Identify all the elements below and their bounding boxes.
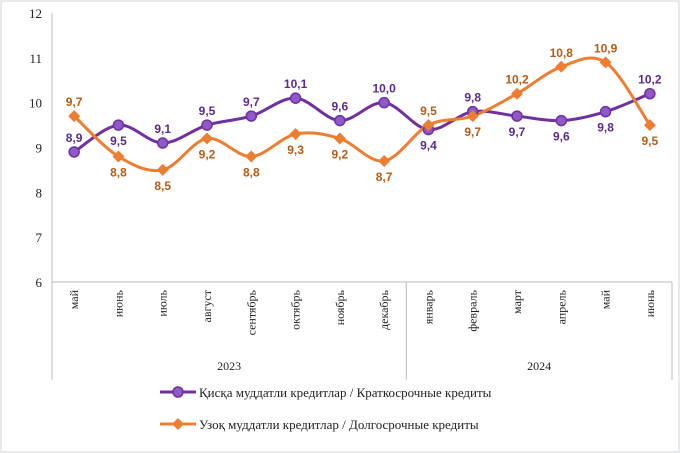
y-tick-label: 7 (36, 230, 43, 245)
data-point (112, 119, 125, 131)
y-tick-label: 9 (36, 141, 43, 156)
data-point (201, 119, 213, 131)
data-label: 9,1 (154, 122, 171, 136)
year-label: 2024 (527, 359, 551, 373)
data-label: 10,9 (594, 41, 618, 55)
data-label: 9,7 (243, 95, 260, 109)
x-tick-label: апрель (554, 289, 568, 324)
data-label: 9,2 (199, 148, 216, 162)
data-point (201, 132, 213, 145)
data-label: 8,7 (376, 170, 393, 184)
x-tick-label: декабрь (377, 289, 391, 330)
x-tick-label: июнь (111, 289, 125, 317)
x-tick-label: май (599, 289, 613, 309)
data-label: 9,8 (464, 91, 481, 105)
data-label: 9,5 (110, 134, 127, 148)
x-tick-label: сентябрь (244, 289, 258, 335)
data-point (422, 119, 435, 132)
data-point (644, 87, 656, 100)
data-point (555, 60, 568, 73)
data-label: 9,6 (553, 130, 570, 144)
data-label: 10,2 (638, 73, 662, 87)
data-point (245, 110, 258, 122)
data-point (599, 56, 612, 69)
data-label: 9,6 (332, 100, 349, 114)
data-point (599, 105, 612, 118)
data-label: 9,8 (597, 121, 614, 135)
data-label: 8,8 (110, 165, 127, 179)
x-tick-label: август (200, 289, 214, 322)
legend-marker (172, 418, 184, 430)
data-point (511, 87, 523, 100)
data-label: 8,8 (243, 165, 260, 179)
data-label: 9,7 (66, 95, 83, 109)
y-tick-label: 6 (36, 275, 43, 290)
data-point (333, 132, 346, 145)
data-label: 9,4 (420, 139, 437, 153)
data-point (289, 92, 302, 104)
legend-label: Узоқ муддатли кредитлар / Долгосрочные к… (199, 417, 479, 432)
data-label: 8,5 (154, 179, 171, 193)
y-tick-label: 10 (29, 96, 42, 111)
y-tick-label: 12 (29, 6, 42, 21)
legend-marker (172, 386, 184, 398)
data-point (112, 150, 125, 163)
legend-label: Қисқа муддатли кредитлар / Краткосрочные… (199, 385, 492, 400)
data-point (68, 146, 80, 158)
data-label: 9,5 (420, 104, 437, 118)
x-tick-label: июнь (643, 289, 657, 317)
y-tick-label: 11 (29, 51, 42, 66)
data-point (511, 110, 523, 122)
data-label: 9,2 (332, 148, 349, 162)
data-label: 9,7 (509, 125, 526, 139)
x-tick-label: октябрь (289, 289, 303, 329)
data-point (466, 110, 479, 123)
data-point (334, 114, 346, 127)
data-point (555, 114, 568, 127)
data-label: 9,7 (464, 125, 481, 139)
x-tick-label: январь (421, 289, 435, 324)
series-line-1 (73, 56, 652, 173)
data-point (68, 110, 81, 123)
data-label: 10,0 (372, 82, 396, 96)
data-label: 10,2 (505, 73, 529, 87)
data-point (289, 128, 302, 141)
data-point (245, 150, 258, 163)
data-label: 10,1 (284, 77, 308, 91)
x-tick-label: ноябрь (333, 289, 347, 325)
data-point (378, 154, 391, 167)
x-tick-label: июль (156, 289, 170, 316)
y-tick-label: 8 (36, 185, 43, 200)
data-label: 9,5 (642, 134, 659, 148)
data-point (643, 119, 656, 132)
x-tick-label: март (510, 289, 524, 314)
data-point (378, 96, 390, 109)
data-point (156, 137, 169, 149)
data-label: 10,8 (550, 46, 574, 60)
data-label: 9,5 (199, 104, 216, 118)
data-point (156, 163, 169, 176)
data-label: 8,9 (66, 131, 83, 145)
x-tick-label: февраль (466, 289, 480, 331)
x-tick-label: май (67, 289, 81, 309)
data-label: 9,3 (287, 143, 304, 157)
year-label: 2023 (217, 359, 241, 373)
